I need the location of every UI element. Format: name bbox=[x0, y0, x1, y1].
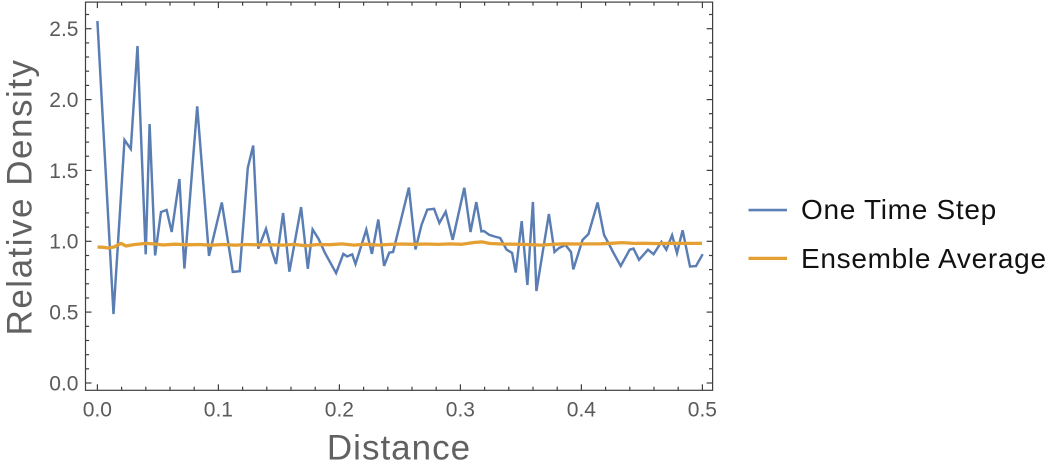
svg-text:One Time Step: One Time Step bbox=[801, 194, 997, 225]
svg-text:2.5: 2.5 bbox=[49, 18, 78, 41]
svg-text:0.3: 0.3 bbox=[446, 399, 475, 422]
svg-text:0.0: 0.0 bbox=[83, 399, 112, 422]
svg-text:Relative Density: Relative Density bbox=[1, 59, 40, 336]
svg-text:0.5: 0.5 bbox=[688, 399, 717, 422]
svg-text:0.0: 0.0 bbox=[49, 372, 78, 395]
svg-text:1.0: 1.0 bbox=[49, 231, 78, 254]
svg-text:0.1: 0.1 bbox=[204, 399, 233, 422]
svg-text:Ensemble Average: Ensemble Average bbox=[801, 243, 1047, 274]
svg-text:2.0: 2.0 bbox=[49, 89, 78, 112]
svg-text:0.2: 0.2 bbox=[325, 399, 354, 422]
svg-text:1.5: 1.5 bbox=[49, 160, 78, 183]
svg-text:0.5: 0.5 bbox=[49, 302, 78, 325]
svg-text:Distance: Distance bbox=[327, 429, 471, 468]
svg-text:0.4: 0.4 bbox=[567, 399, 597, 422]
